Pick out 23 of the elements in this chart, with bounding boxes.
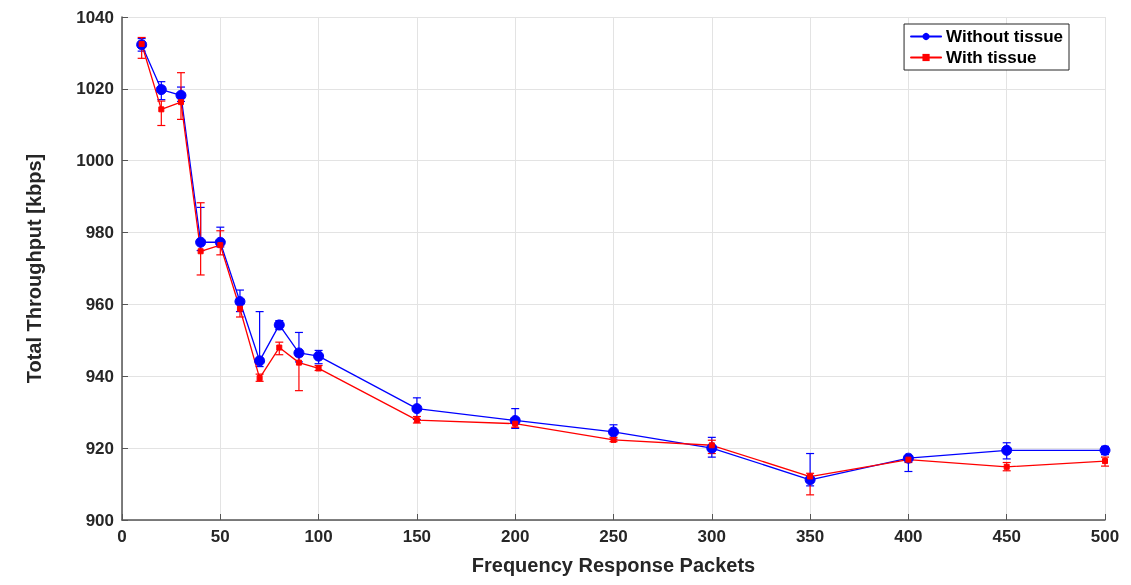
x-tick-label: 0 [117,527,127,546]
x-tick-label: 200 [501,527,530,546]
y-tick-label: 1000 [76,151,114,171]
x-tick-label: 400 [894,527,923,546]
x-tick-label: 450 [992,527,1021,546]
y-tick-label: 940 [85,366,114,386]
y-tick-label: 920 [85,438,114,458]
legend-label: Without tissue [946,27,1063,46]
y-tick-label: 960 [85,294,114,314]
y-tick-label: 900 [85,510,114,530]
x-axis-title: Frequency Response Packets [471,554,756,576]
x-tick-label: 500 [1090,527,1120,546]
x-tick-label: 300 [697,527,726,546]
x-tick-label: 50 [210,527,230,546]
y-axis-title: Total Throughput [kbps] [23,153,45,384]
legend-label: With tissue [946,48,1037,67]
y-tick-label: 1040 [76,7,114,27]
y-tick-label: 980 [85,223,114,243]
y-tick-label: 1020 [76,79,114,99]
x-tick-label: 150 [402,527,432,546]
x-tick-label: 250 [599,527,628,546]
x-tick-label: 350 [795,527,825,546]
x-tick-label: 100 [304,527,333,546]
